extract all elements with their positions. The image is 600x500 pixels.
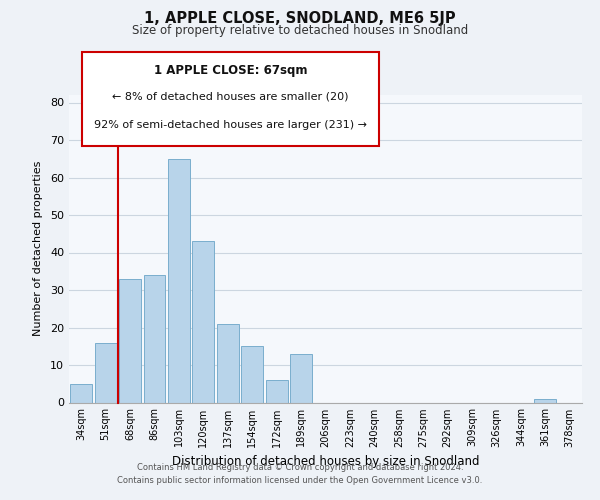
Text: 1 APPLE CLOSE: 67sqm: 1 APPLE CLOSE: 67sqm (154, 64, 307, 77)
Bar (143, 275, 166, 402)
X-axis label: Distribution of detached houses by size in Snodland: Distribution of detached houses by size … (172, 455, 479, 468)
Bar (119, 279, 141, 402)
Bar (95, 342, 116, 402)
Bar (70, 384, 92, 402)
Text: Size of property relative to detached houses in Snodland: Size of property relative to detached ho… (132, 24, 468, 37)
Bar (535, 399, 556, 402)
Text: 1, APPLE CLOSE, SNODLAND, ME6 5JP: 1, APPLE CLOSE, SNODLAND, ME6 5JP (144, 11, 456, 26)
Text: Contains public sector information licensed under the Open Government Licence v3: Contains public sector information licen… (118, 476, 482, 485)
Bar (168, 159, 190, 402)
Bar (290, 354, 312, 403)
Y-axis label: Number of detached properties: Number of detached properties (33, 161, 43, 336)
Text: ← 8% of detached houses are smaller (20): ← 8% of detached houses are smaller (20) (112, 92, 349, 102)
Text: 92% of semi-detached houses are larger (231) →: 92% of semi-detached houses are larger (… (94, 120, 367, 130)
Bar (266, 380, 287, 402)
Text: Contains HM Land Registry data © Crown copyright and database right 2024.: Contains HM Land Registry data © Crown c… (137, 462, 463, 471)
Bar (241, 346, 263, 403)
Bar (217, 324, 239, 402)
Bar (193, 242, 214, 402)
